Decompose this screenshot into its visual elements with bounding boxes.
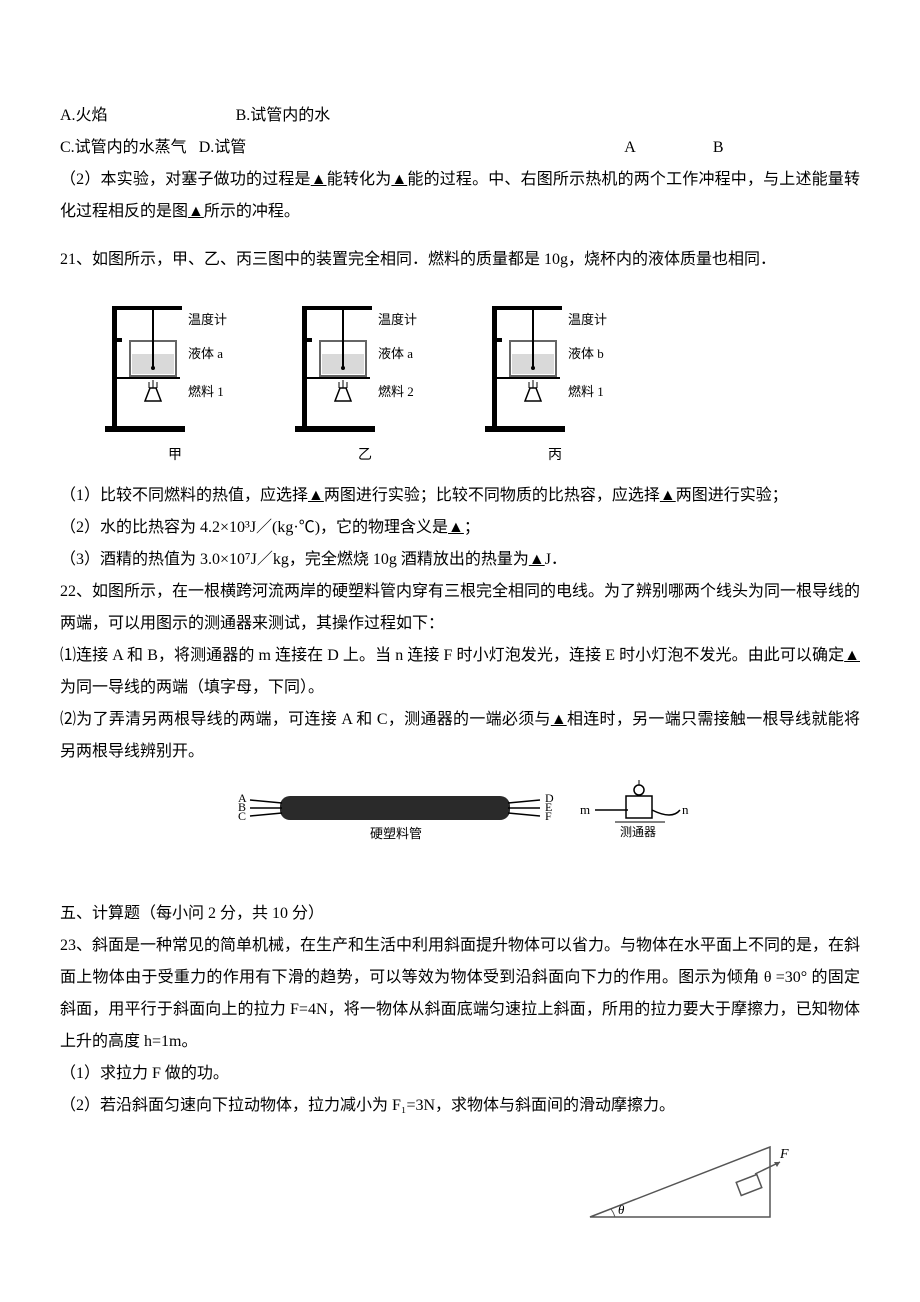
q23-p2: （2）若沿斜面匀速向下拉动物体，拉力减小为 F₁=3N，求物体与斜面间的滑动摩擦… — [60, 1090, 860, 1122]
q23-p1: （1）求拉力 F 做的功。 — [60, 1058, 860, 1090]
fuel-label: 燃料 1 — [568, 384, 604, 399]
app-name-jia: 甲 — [168, 442, 182, 470]
incline-diagram: F θ — [580, 1132, 800, 1232]
q20-p2d: 所示的冲程。 — [204, 203, 300, 220]
apparatus-svg: 温度计 液体 a 燃料 2 — [290, 296, 440, 436]
q21-p2b: ； — [464, 519, 480, 536]
q20-optB: B.试管内的水 — [236, 107, 331, 124]
blank: ▲ — [529, 544, 545, 576]
q20-part2: （2）本实验，对塞子做功的过程是▲能转化为▲能的过程。中、右图所示热机的两个工作… — [60, 164, 860, 228]
fuel-label: 燃料 1 — [188, 384, 224, 399]
q21-p1: （1）比较不同燃料的热值，应选择▲两图进行实验；比较不同物质的比热容，应选择▲两… — [60, 480, 860, 512]
section5-heading: 五、计算题（每小问 2 分，共 10 分） — [60, 898, 860, 930]
q22-stem: 22、如图所示，在一根横跨河流两岸的硬塑料管内穿有三根完全相同的电线。为了辨别哪… — [60, 576, 860, 640]
cable-diagram: A B C D E F 硬塑料管 m n 测通器 — [220, 778, 700, 858]
q21-p2: （2）水的比热容为 4.2×10³J／(kg·℃)，它的物理含义是▲； — [60, 512, 860, 544]
q21-p1a: （1）比较不同燃料的热值，应选择 — [60, 487, 308, 504]
tube-label: 硬塑料管 — [370, 826, 422, 841]
q21-p1c: 两图进行实验； — [676, 487, 788, 504]
q21-p3: （3）酒精的热值为 3.0×10⁷J／kg，完全燃烧 10g 酒精放出的热量为▲… — [60, 544, 860, 576]
q20-line2: C.试管内的水蒸气 D.试管 A B — [60, 132, 860, 164]
q20-labelB: B — [713, 139, 724, 156]
q21-p1b: 两图进行实验；比较不同物质的比热容，应选择 — [324, 487, 660, 504]
blank: ▲ — [391, 164, 407, 196]
q21-p3b: J． — [545, 551, 567, 568]
q20-p2a: （2）本实验，对塞子做功的过程是 — [60, 171, 311, 188]
apparatus-svg: 温度计 液体 a 燃料 1 — [100, 296, 250, 436]
q21-stem: 21、如图所示，甲、乙、丙三图中的装置完全相同．燃料的质量都是 10g，烧杯内的… — [60, 244, 860, 276]
q20-optD: D.试管 — [199, 139, 247, 156]
cable-F: F — [545, 809, 552, 823]
liquid-label: 液体 b — [568, 346, 604, 361]
q20-optC: C.试管内的水蒸气 — [60, 139, 187, 156]
liquid-label: 液体 a — [378, 346, 413, 361]
q23-stem: 23、斜面是一种常见的简单机械，在生产和生活中利用斜面提升物体可以省力。与物体在… — [60, 930, 860, 1058]
apparatus-yi: 温度计 液体 a 燃料 2 乙 — [290, 296, 440, 470]
tester-label: 测通器 — [620, 825, 656, 839]
thermo-label: 温度计 — [188, 312, 227, 327]
q20-labelA: A — [624, 139, 635, 156]
cable-C: C — [238, 809, 246, 823]
m-label: m — [580, 802, 590, 817]
theta-label: θ — [618, 1202, 625, 1217]
q22-p1: ⑴连接 A 和 B，将测通器的 m 连接在 D 上。当 n 连接 F 时小灯泡发… — [60, 640, 860, 704]
q21-p2a: （2）水的比热容为 4.2×10³J／(kg·℃)，它的物理含义是 — [60, 519, 448, 536]
thermo-label: 温度计 — [568, 312, 607, 327]
blank: ▲ — [188, 196, 204, 228]
apparatus-jia: 温度计 液体 a 燃料 1 甲 — [100, 296, 250, 470]
apparatus-bing: 温度计 液体 b 燃料 1 丙 — [480, 296, 630, 470]
app-name-yi: 乙 — [358, 442, 372, 470]
q22-p2: ⑵为了弄清另两根导线的两端，可连接 A 和 C，测通器的一端必须与▲相连时，另一… — [60, 704, 860, 768]
app-name-bing: 丙 — [548, 442, 562, 470]
q22-p1a: ⑴连接 A 和 B，将测通器的 m 连接在 D 上。当 n 连接 F 时小灯泡发… — [60, 647, 844, 664]
q20-p2b: 能转化为 — [327, 171, 392, 188]
q21-p3a: （3）酒精的热值为 3.0×10⁷J／kg，完全燃烧 10g 酒精放出的热量为 — [60, 551, 529, 568]
blank: ▲ — [311, 164, 327, 196]
blank: ▲ — [448, 512, 464, 544]
blank: ▲ — [308, 480, 324, 512]
blank: ▲ — [551, 704, 567, 736]
liquid-label: 液体 a — [188, 346, 223, 361]
blank: ▲ — [660, 480, 676, 512]
thermo-label: 温度计 — [378, 312, 417, 327]
q20-line1: A.火焰 B.试管内的水 — [60, 100, 860, 132]
q21-diagrams: 温度计 液体 a 燃料 1 甲 温度计 液体 a 燃料 2 乙 — [100, 296, 860, 470]
fuel-label: 燃料 2 — [378, 384, 414, 399]
n-label: n — [682, 802, 689, 817]
F-label: F — [779, 1147, 789, 1162]
q22-p2a: ⑵为了弄清另两根导线的两端，可连接 A 和 C，测通器的一端必须与 — [60, 711, 551, 728]
blank: ▲ — [844, 640, 860, 672]
q20-optA: A.火焰 — [60, 107, 108, 124]
apparatus-svg: 温度计 液体 b 燃料 1 — [480, 296, 630, 436]
q22-p1b: 为同一导线的两端（填字母，下同）。 — [60, 679, 324, 696]
